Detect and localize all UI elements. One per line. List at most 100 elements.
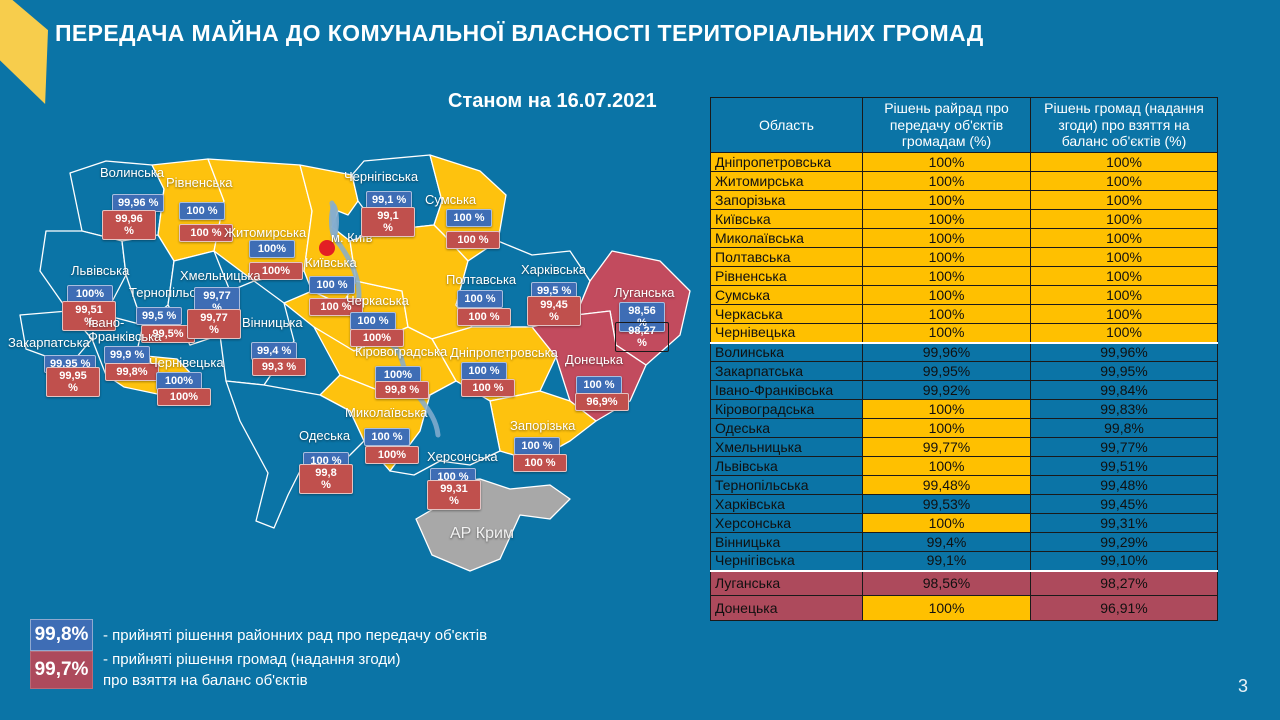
region-shape-volyn xyxy=(69,160,165,242)
hromada-value-cell: 99,77% xyxy=(1030,437,1218,457)
table-row: Кіровоградська 100% 99,83% xyxy=(710,399,1218,419)
region-name-cell: Харківська xyxy=(710,494,863,514)
rada-value-cell: 100% xyxy=(862,152,1031,172)
region-name-cell: Закарпатська xyxy=(710,361,863,381)
table-row: Чернігівська 99,1% 99,10% xyxy=(710,551,1218,571)
region-name-cell: Полтавська xyxy=(710,247,863,267)
region-name-cell: Чернігівська xyxy=(710,551,863,571)
hromada-value-cell: 98,27% xyxy=(1030,569,1218,596)
region-name-cell: Чернівецька xyxy=(710,323,863,343)
region-name-cell: Івано-Франківська xyxy=(710,380,863,400)
table-row: Закарпатська 99,95% 99,95% xyxy=(710,361,1218,381)
hromada-value-cell: 100% xyxy=(1030,323,1218,343)
rada-value-cell: 99,77% xyxy=(862,437,1031,457)
legend-rada-swatch: 99,8% xyxy=(30,619,93,651)
legend-hromada-swatch: 99,7% xyxy=(30,651,93,689)
region-shape-lviv xyxy=(39,230,127,316)
region-shape-crimea xyxy=(415,478,571,572)
rada-value-cell: 99,4% xyxy=(862,532,1031,552)
table-row: Запорізька 100% 100% xyxy=(710,190,1218,210)
table-row: Івано-Франківська 99,92% 99,84% xyxy=(710,380,1218,400)
table-row: Рівненська 100% 100% xyxy=(710,266,1218,286)
region-name-cell: Одеська xyxy=(710,418,863,438)
ukraine-map xyxy=(19,154,691,572)
rada-value-cell: 100% xyxy=(862,513,1031,533)
table-row: Одеська 100% 99,8% xyxy=(710,418,1218,438)
table-row: Луганська 98,56% 98,27% xyxy=(710,569,1218,596)
table-row: Тернопільська 99,48% 99,48% xyxy=(710,475,1218,495)
rada-value-cell: 100% xyxy=(862,266,1031,286)
hromada-value-cell: 99,31% xyxy=(1030,513,1218,533)
hromada-value-cell: 99,96% xyxy=(1030,341,1218,362)
table-header-row: Область Рішень райрад про передачу об'єк… xyxy=(710,97,1218,153)
rada-value-cell: 100% xyxy=(862,595,1031,621)
hromada-value-cell: 100% xyxy=(1030,152,1218,172)
region-name-cell: Рівненська xyxy=(710,266,863,286)
hromada-value-cell: 100% xyxy=(1030,266,1218,286)
table-row: Житомирська 100% 100% xyxy=(710,171,1218,191)
region-name-cell: Київська xyxy=(710,209,863,229)
corner-ribbon-decoration xyxy=(0,0,48,104)
hromada-value-cell: 100% xyxy=(1030,247,1218,267)
rada-value-cell: 100% xyxy=(862,323,1031,343)
rada-value-cell: 99,53% xyxy=(862,494,1031,514)
legend-rada-text: - прийняті рішення районних рад про пере… xyxy=(103,627,488,644)
hromada-value-cell: 99,8% xyxy=(1030,418,1218,438)
hromada-value-cell: 99,84% xyxy=(1030,380,1218,400)
rada-value-cell: 100% xyxy=(862,399,1031,419)
hromada-value-cell: 99,10% xyxy=(1030,551,1218,571)
rada-value-cell: 100% xyxy=(862,247,1031,267)
rada-value-cell: 100% xyxy=(862,228,1031,248)
hromada-value-cell: 99,95% xyxy=(1030,361,1218,381)
table-row: Миколаївська 100% 100% xyxy=(710,228,1218,248)
region-name-cell: Луганська xyxy=(710,569,863,596)
region-name-cell: Тернопільська xyxy=(710,475,863,495)
hromada-value-cell: 100% xyxy=(1030,209,1218,229)
rada-value-cell: 100% xyxy=(862,418,1031,438)
region-name-cell: Донецька xyxy=(710,595,863,621)
hromada-value-cell: 96,91% xyxy=(1030,595,1218,621)
region-name-cell: Житомирська xyxy=(710,171,863,191)
table-row: Дніпропетровська 100% 100% xyxy=(710,152,1218,172)
col-header-hromada: Рішень громад (надання згоди) про взяття… xyxy=(1030,97,1218,153)
region-shape-ternopil xyxy=(121,234,175,326)
rada-value-cell: 100% xyxy=(862,285,1031,305)
hromada-value-cell: 100% xyxy=(1030,228,1218,248)
hromada-value-cell: 99,29% xyxy=(1030,532,1218,552)
rada-value-cell: 100% xyxy=(862,304,1031,324)
legend-hromada-text: - прийняті рішення громад (надання згоди… xyxy=(103,651,401,689)
region-shape-chernihiv xyxy=(351,154,443,232)
region-name-cell: Дніпропетровська xyxy=(710,152,863,172)
table-row: Черкаська 100% 100% xyxy=(710,304,1218,324)
rada-value-cell: 99,92% xyxy=(862,380,1031,400)
table-row: Хмельницька 99,77% 99,77% xyxy=(710,437,1218,457)
region-name-cell: Миколаївська xyxy=(710,228,863,248)
table-row: Полтавська 100% 100% xyxy=(710,247,1218,267)
region-name-cell: Вінницька xyxy=(710,532,863,552)
rada-value-cell: 99,95% xyxy=(862,361,1031,381)
col-header-rada: Рішень райрад про передачу об'єктів гром… xyxy=(862,97,1031,153)
region-shape-kyivska xyxy=(299,164,359,306)
region-shape-zhytomyr xyxy=(207,158,313,282)
table-row: Харківська 99,53% 99,45% xyxy=(710,494,1218,514)
table-row: Донецька 100% 96,91% xyxy=(710,595,1218,621)
page-title: ПЕРЕДАЧА МАЙНА ДО КОМУНАЛЬНОЇ ВЛАСНОСТІ … xyxy=(55,20,984,46)
page-number: 3 xyxy=(1238,676,1249,696)
region-name-cell: Львівська xyxy=(710,456,863,476)
table-row: Чернівецька 100% 100% xyxy=(710,323,1218,343)
table-row: Волинська 99,96% 99,96% xyxy=(710,341,1218,362)
region-name-cell: Запорізька xyxy=(710,190,863,210)
region-name-cell: Сумська xyxy=(710,285,863,305)
hromada-value-cell: 100% xyxy=(1030,171,1218,191)
table-row: Київська 100% 100% xyxy=(710,209,1218,229)
rada-value-cell: 99,1% xyxy=(862,551,1031,571)
table-row: Львівська 100% 99,51% xyxy=(710,456,1218,476)
region-name-cell: Херсонська xyxy=(710,513,863,533)
region-name-cell: Хмельницька xyxy=(710,437,863,457)
region-shape-vinnytsia xyxy=(219,280,295,386)
region-table: Область Рішень райрад про передачу об'єк… xyxy=(710,97,1218,621)
rada-value-cell: 100% xyxy=(862,171,1031,191)
rada-value-cell: 98,56% xyxy=(862,569,1031,596)
hromada-value-cell: 99,48% xyxy=(1030,475,1218,495)
